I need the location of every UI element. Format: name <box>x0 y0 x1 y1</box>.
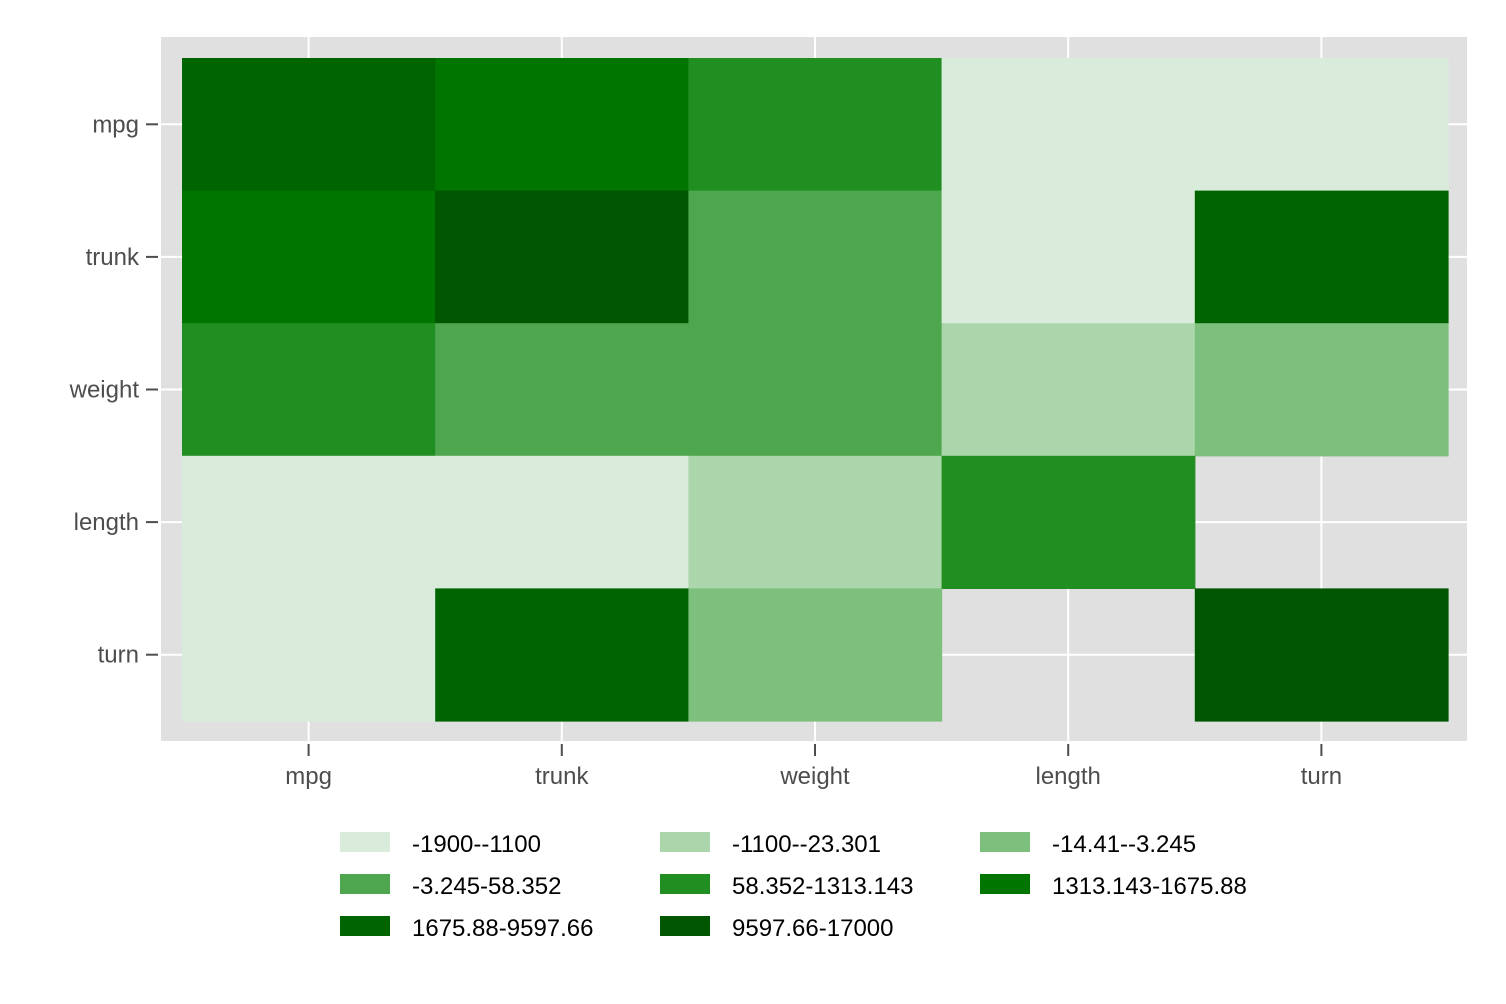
heatmap-cell-weight-mpg <box>182 323 436 457</box>
heatmap-cell-trunk-trunk <box>435 190 689 324</box>
heatmap-cell-mpg-mpg <box>182 58 436 192</box>
legend-label: 1313.143-1675.88 <box>1052 873 1247 900</box>
x-tick-label: mpg <box>285 763 332 790</box>
legend-label: 58.352-1313.143 <box>732 873 914 900</box>
legend-swatch <box>980 832 1030 852</box>
heatmap-cell-trunk-weight <box>688 190 943 324</box>
heatmap-cell-length-mpg <box>182 455 436 589</box>
x-axis: mpg trunk weight length turn <box>285 744 1342 790</box>
heatmap-cell-trunk-length <box>941 190 1196 324</box>
y-tick-label: trunk <box>86 244 140 271</box>
heatmap-cell-turn-turn <box>1194 588 1449 722</box>
heatmap-cell-mpg-weight <box>688 58 943 192</box>
y-tick-label: mpg <box>92 111 139 138</box>
heatmap-cells <box>182 58 1449 722</box>
legend-swatch <box>340 916 390 936</box>
legend-swatch <box>660 874 710 894</box>
legend-label: 1675.88-9597.66 <box>412 915 594 942</box>
heatmap-cell-mpg-turn <box>1194 58 1449 192</box>
heatmap-cell-weight-weight <box>688 323 943 457</box>
heatmap-cell-weight-turn <box>1194 323 1449 457</box>
legend-label: -1100--23.301 <box>732 831 881 858</box>
legend-label: -3.245-58.352 <box>412 873 561 900</box>
heatmap-cell-weight-length <box>941 323 1196 457</box>
legend-swatch <box>340 832 390 852</box>
legend-swatch <box>660 832 710 852</box>
heatmap-cell-trunk-mpg <box>182 190 436 324</box>
y-tick-label: weight <box>69 377 140 404</box>
x-tick-label: turn <box>1301 763 1342 790</box>
x-tick-label: trunk <box>535 763 589 790</box>
heatmap-cell-weight-trunk <box>435 323 689 457</box>
y-tick-label: turn <box>98 642 139 669</box>
legend-swatch <box>340 874 390 894</box>
legend-label: -14.41--3.245 <box>1052 831 1196 858</box>
heatmap-cell-turn-weight <box>688 588 943 722</box>
legend-swatch <box>660 916 710 936</box>
heatmap-cell-mpg-trunk <box>435 58 689 192</box>
legend-swatch <box>980 874 1030 894</box>
legend-label: -1900--1100 <box>412 831 541 858</box>
heatmap-cell-length-length <box>941 455 1196 589</box>
heatmap-cell-length-weight <box>688 455 943 589</box>
x-tick-label: weight <box>779 763 850 790</box>
heatmap-cell-mpg-length <box>941 58 1196 192</box>
heatmap-cell-turn-trunk <box>435 588 689 722</box>
heatmap-cell-length-trunk <box>435 455 689 589</box>
heatmap-cell-trunk-turn <box>1194 190 1449 324</box>
y-axis: mpg trunk weight length turn <box>69 111 158 669</box>
heatmap-cell-turn-mpg <box>182 588 436 722</box>
legend-label: 9597.66-17000 <box>732 915 893 942</box>
legend: -1900--1100 -1100--23.301 -14.41--3.245 -3.… <box>340 831 1247 942</box>
y-tick-label: length <box>74 509 139 536</box>
x-tick-label: length <box>1036 763 1101 790</box>
